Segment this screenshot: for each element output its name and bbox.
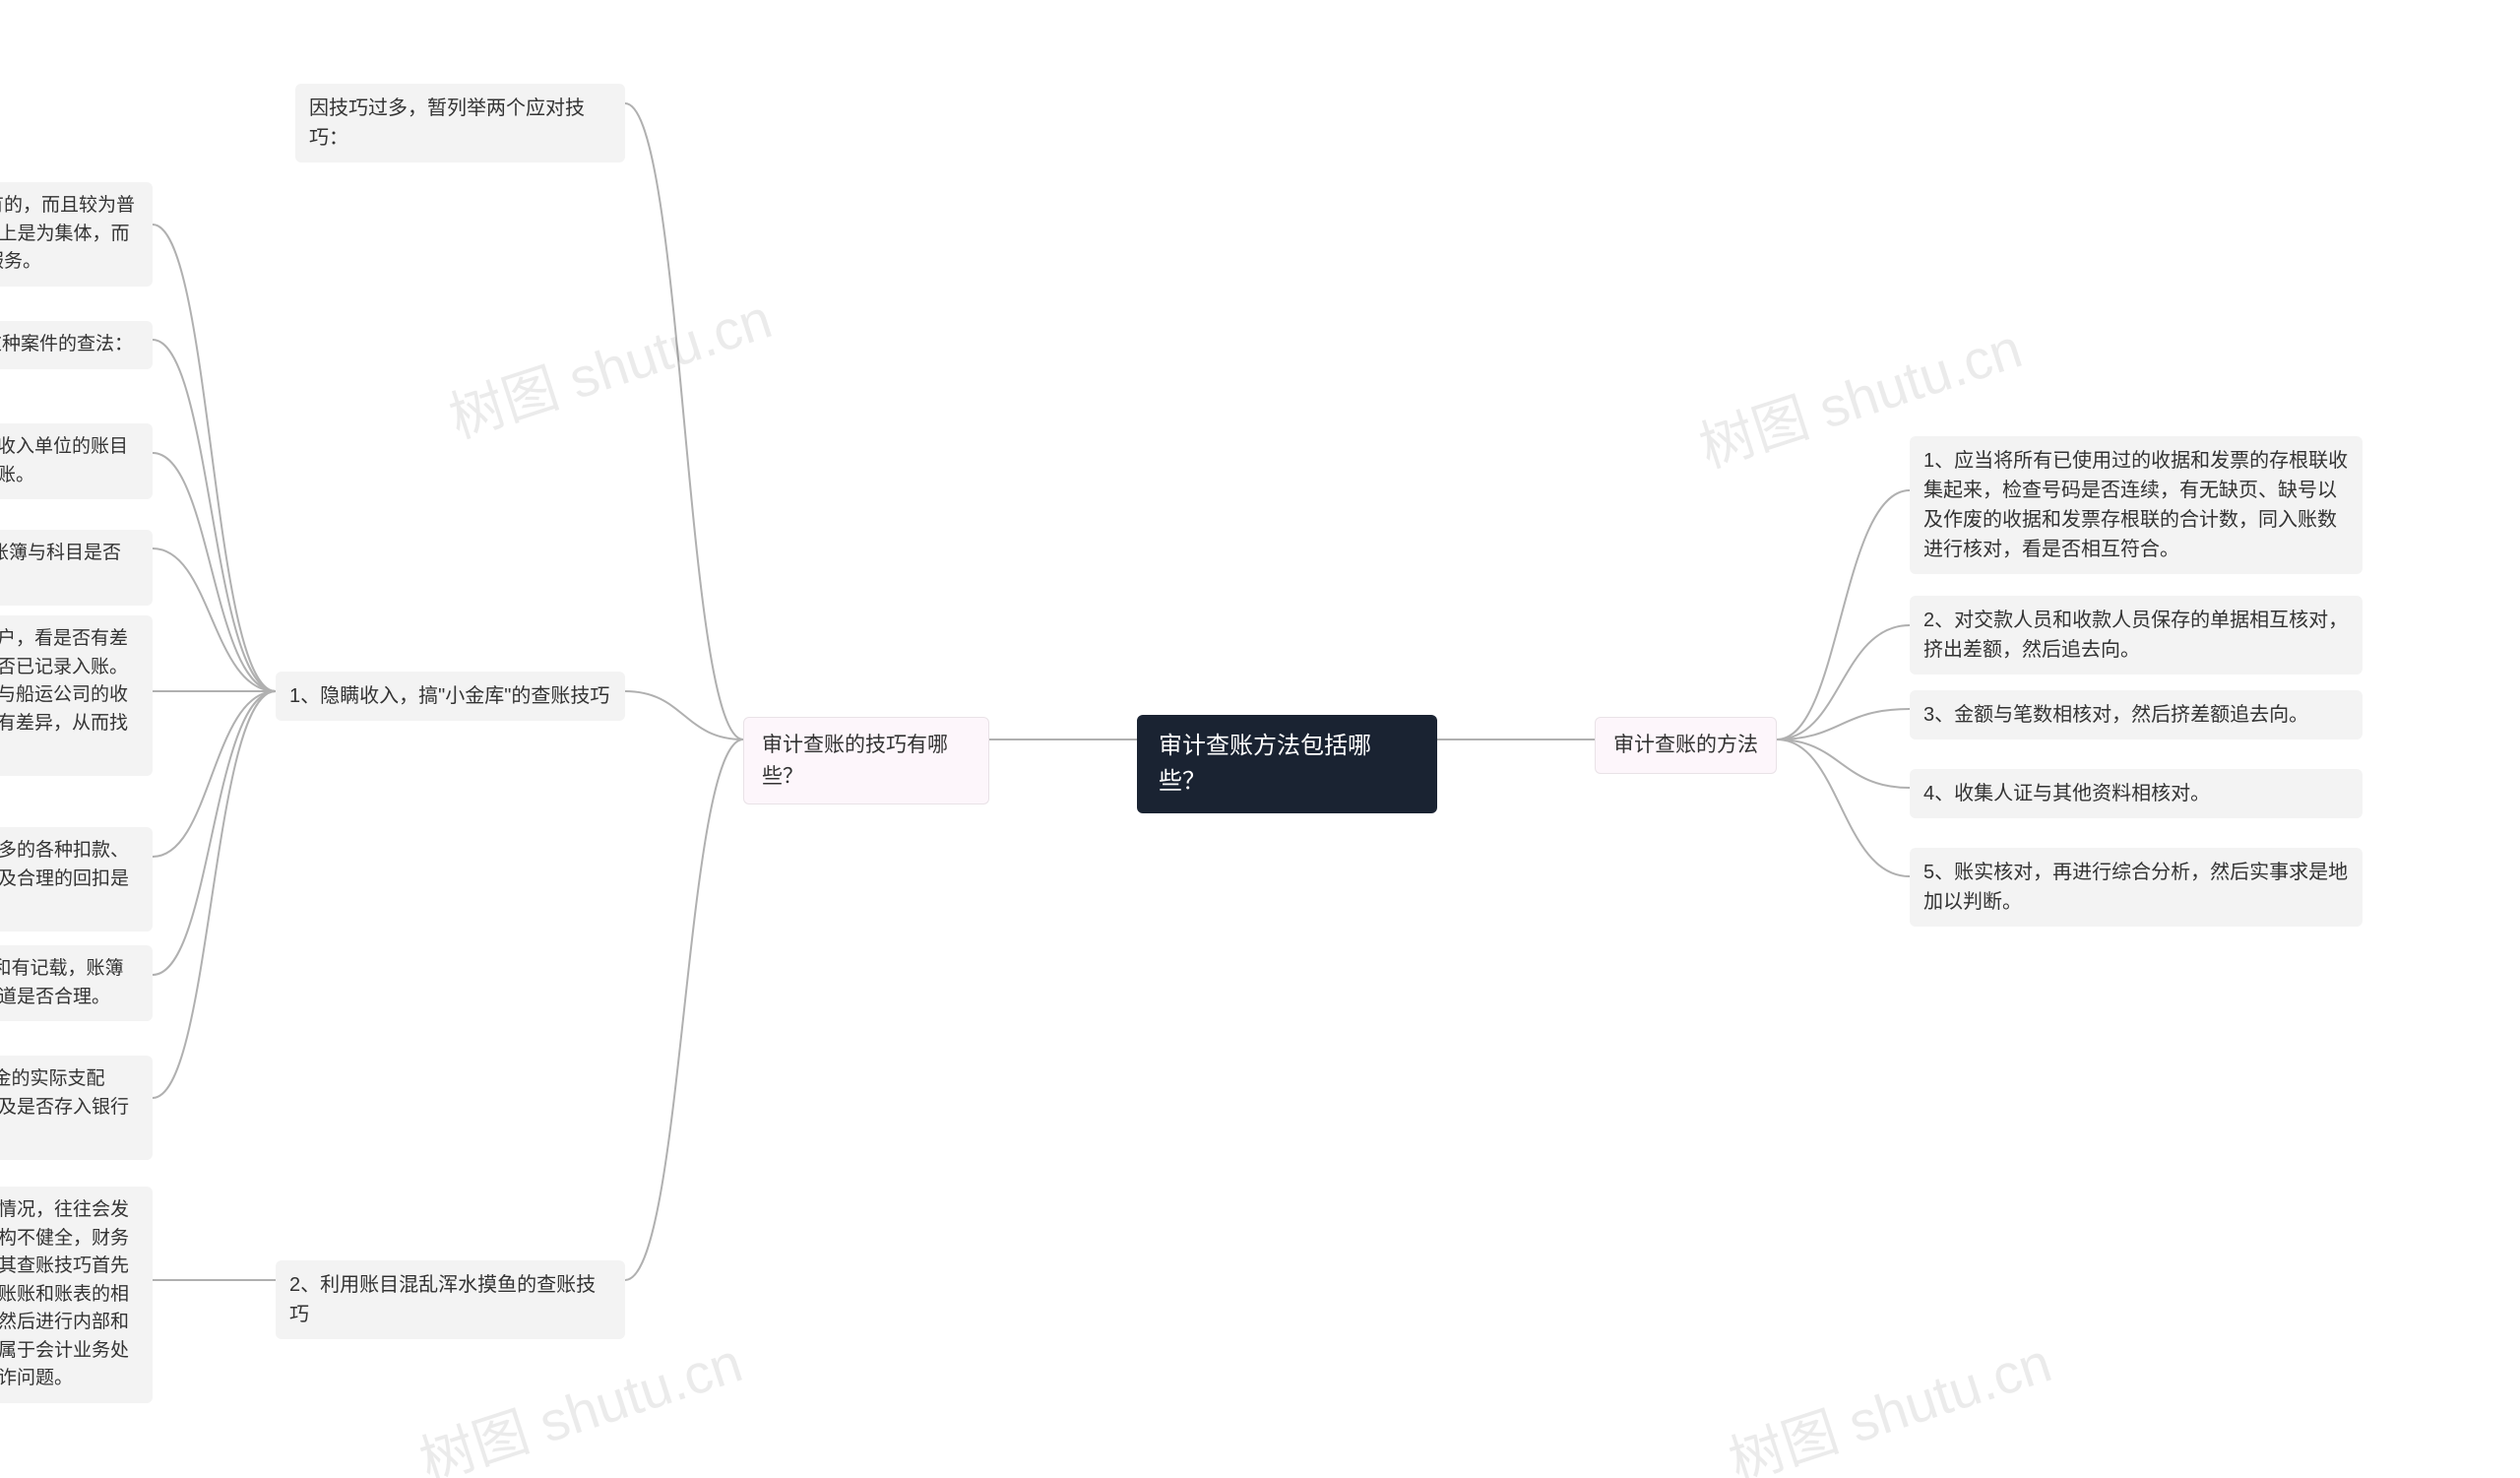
right-item-3[interactable]: 3、金额与笔数相核对，然后挤差额追去向。 [1910,690,2362,739]
left-g1-item-8[interactable]: 七是查"小金库"与账外资金的实际支配权，看是否个人支配，以及是否存入银行个人从中… [0,1056,153,1160]
right-item-5-text: 5、账实核对，再进行综合分析，然后实事求是地加以判断。 [1923,862,2348,913]
right-heading[interactable]: 审计查账的方法 [1595,717,1777,774]
left-group1-heading-text: 1、隐瞒收入，搞"小金库"的查账技巧 [289,685,609,707]
right-heading-text: 审计查账的方法 [1613,734,1758,756]
left-g1-item-2-text: 对这种案件的查法： [0,334,133,354]
left-g1-item-6[interactable]: 五是查销售物品或门类繁多的各种扣款、罚没款、集体存款利息以及合理的回扣是否入账。 [0,827,153,932]
left-g1-item-7[interactable]: 六是查"小金库"是否建账和有记载，账簿与库存相对照，看使用渠道是否合理。 [0,945,153,1021]
right-item-5[interactable]: 5、账实核对，再进行综合分析，然后实事求是地加以判断。 [1910,848,2362,927]
left-group2-heading-text: 2、利用账目混乱浑水摸鱼的查账技巧 [289,1274,596,1325]
left-intro-text: 因技巧过多，暂列举两个应对技巧： [309,97,585,149]
watermark: 树图 shutu.cn [1718,1318,2060,1478]
left-g1-item-5-text: 三，比较费用账户和存货账户，看是否有差异。如果有差异，请查看是否已记录入账。四，… [0,628,128,761]
left-g1-item-4[interactable]: 二是审查单位设立的账簿与科目是否合法。 [0,530,153,606]
left-g1-item-4-text: 二是审查单位设立的账簿与科目是否合法。 [0,543,121,592]
right-item-3-text: 3、金额与笔数相核对，然后挤差额追去向。 [1923,704,2308,726]
left-group1-heading[interactable]: 1、隐瞒收入，搞"小金库"的查账技巧 [276,672,625,721]
watermark: 树图 shutu.cn [438,275,781,454]
left-g2-item-1[interactable]: 利用账目混乱浑水摸鱼的情况，往往会发生在会计制度不健全和机构不健全，财务工作没有… [0,1187,153,1403]
root-text: 审计查账方法包括哪些？ [1159,733,1371,795]
left-g1-item-1-text: 这种手段是近年来才有的，而且较为普遍。有些"小金库"名义上是为集体，而实际上是为… [0,195,135,272]
right-item-2-text: 2、对交款人员和收款人员保存的单据相互核对，挤出差额，然后追去向。 [1923,610,2348,661]
right-item-2[interactable]: 2、对交款人员和收款人员保存的单据相互核对，挤出差额，然后追去向。 [1910,596,2362,675]
right-item-4[interactable]: 4、收集人证与其他资料相核对。 [1910,769,2362,818]
right-item-1-text: 1、应当将所有已使用过的收据和发票的存根联收集起来，检查号码是否连续，有无缺页、… [1923,450,2348,560]
left-group2-heading[interactable]: 2、利用账目混乱浑水摸鱼的查账技巧 [276,1260,625,1339]
right-item-4-text: 4、收集人证与其他资料相核对。 [1923,783,2210,804]
left-intro[interactable]: 因技巧过多，暂列举两个应对技巧： [295,84,625,162]
left-g1-item-5[interactable]: 三，比较费用账户和存货账户，看是否有差异。如果有差异，请查看是否已记录入账。四，… [0,615,153,776]
watermark: 树图 shutu.cn [409,1318,751,1478]
root-node[interactable]: 审计查账方法包括哪些？ [1137,715,1437,813]
left-heading[interactable]: 审计查账的技巧有哪些？ [743,717,989,804]
left-g1-item-2[interactable]: 对这种案件的查法： [0,321,153,369]
right-item-1[interactable]: 1、应当将所有已使用过的收据和发票的存根联收集起来，检查号码是否连续，有无缺页、… [1910,436,2362,574]
left-heading-text: 审计查账的技巧有哪些？ [762,734,948,788]
left-g1-item-3-text: 一是审查支出单位的账目与收入单位的账目相对照、挤差额，看是否入账。 [0,436,128,485]
left-g1-item-3[interactable]: 一是审查支出单位的账目与收入单位的账目相对照、挤差额，看是否入账。 [0,423,153,499]
left-g1-item-7-text: 六是查"小金库"是否建账和有记载，账簿与库存相对照，看使用渠道是否合理。 [0,958,124,1007]
left-g1-item-6-text: 五是查销售物品或门类繁多的各种扣款、罚没款、集体存款利息以及合理的回扣是否入账。 [0,840,129,917]
left-g1-item-8-text: 七是查"小金库"与账外资金的实际支配权，看是否个人支配，以及是否存入银行个人从中… [0,1068,129,1145]
left-g1-item-1[interactable]: 这种手段是近年来才有的，而且较为普遍。有些"小金库"名义上是为集体，而实际上是为… [0,182,153,287]
left-g2-item-1-text: 利用账目混乱浑水摸鱼的情况，往往会发生在会计制度不健全和机构不健全，财务工作没有… [0,1199,129,1388]
